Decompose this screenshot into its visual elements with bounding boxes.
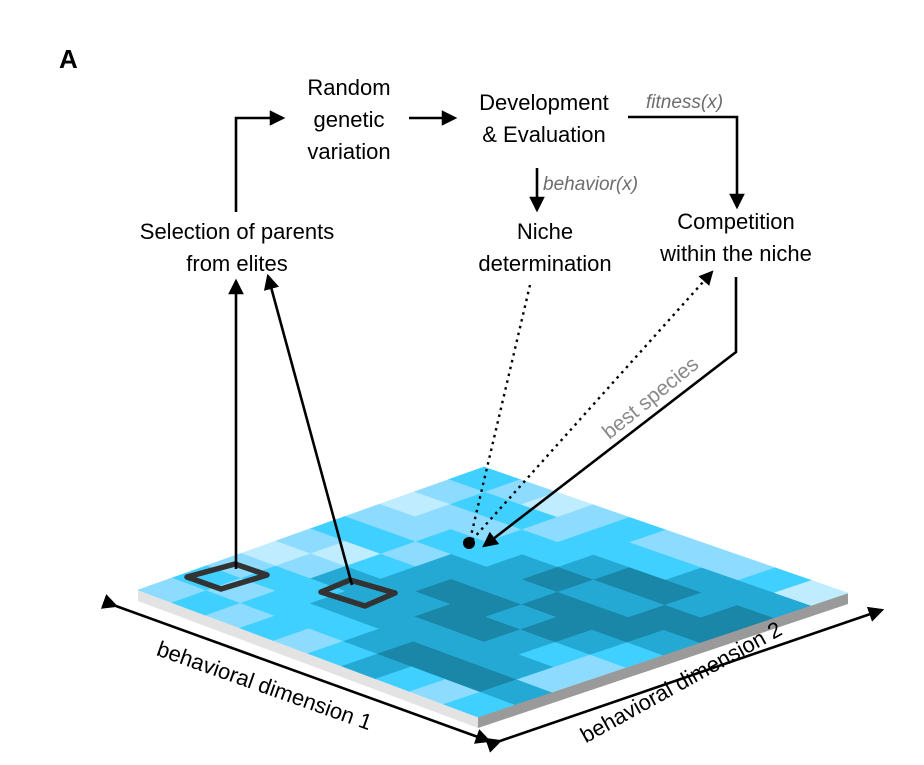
fitness-function-label: fitness(x) (646, 92, 724, 113)
axis-dimension-2-arrow (484, 606, 885, 753)
niche-point (463, 537, 475, 549)
panel-label: A (59, 44, 78, 74)
grid-cell (773, 580, 849, 606)
node-selection-line-1: Selection of parents (139, 219, 335, 244)
node-competition-line-1: Competition (677, 209, 795, 234)
arrow-selection-to-variation (234, 110, 286, 212)
elite-cell-1[interactable] (184, 561, 270, 592)
axis-dimension-1-arrow (100, 594, 492, 744)
node-niche-line-1: Niche (516, 219, 574, 244)
node-selection-of-parents: Selection of parents from elites (116, 216, 358, 280)
node-variation-line-3: variation (307, 139, 391, 164)
node-niche-line-2: determination (478, 251, 612, 276)
node-competition-line-2: within the niche (660, 241, 812, 266)
behavior-function-label: behavior(x) (543, 174, 639, 195)
node-development-line-2: & Evaluation (482, 122, 606, 147)
node-development-line-1: Development (479, 90, 609, 115)
dotted-niche-to-cell (468, 284, 532, 541)
node-selection-line-2: from elites (186, 251, 288, 276)
node-variation-line-2: genetic (313, 107, 385, 132)
arrow-elite2-to-selection (263, 273, 354, 586)
arrow-development-to-competition (628, 115, 745, 210)
node-competition-within-niche: Competition within the niche (640, 206, 832, 270)
node-variation-line-1: Random (307, 75, 391, 100)
node-development-evaluation: Development & Evaluation (460, 87, 628, 151)
node-niche-determination: Niche determination (460, 216, 630, 280)
arrow-competition-to-cell (482, 277, 738, 548)
node-random-genetic-variation: Random genetic variation (290, 72, 408, 168)
